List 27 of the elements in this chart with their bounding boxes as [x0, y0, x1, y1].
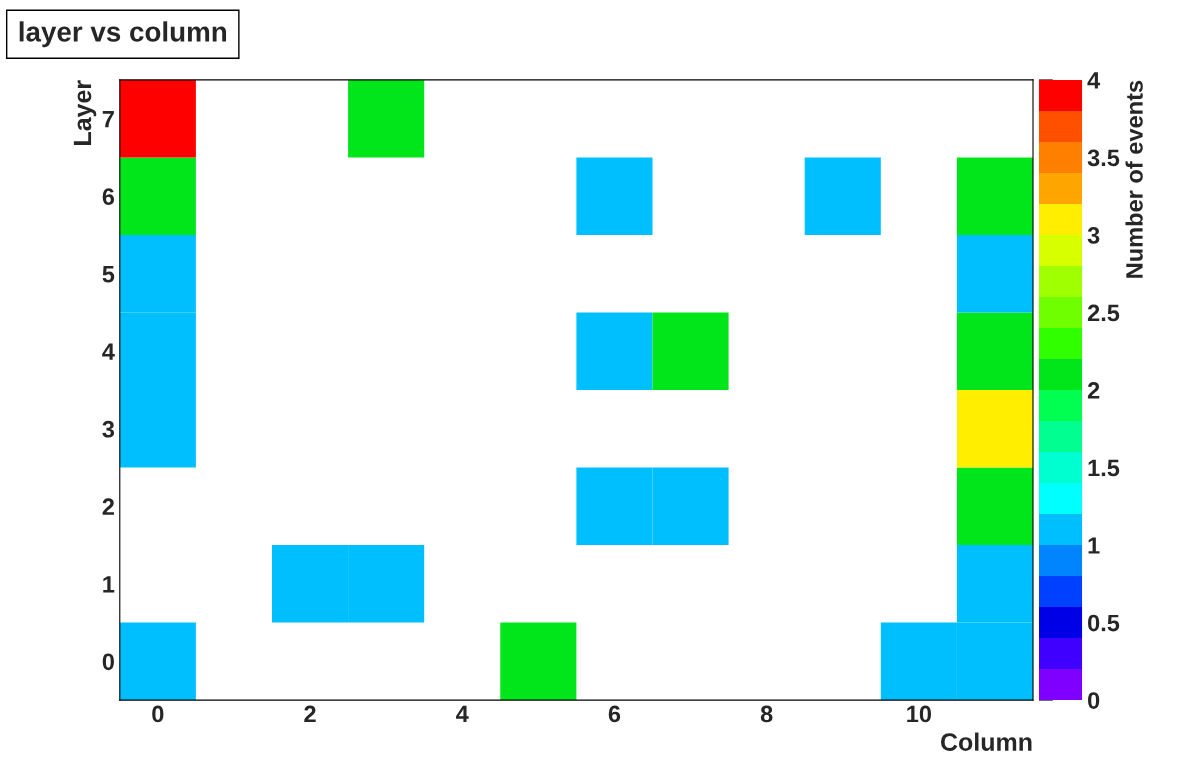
y-tick-label: 7 — [102, 110, 114, 128]
x-tick-label: 2 — [304, 705, 316, 723]
x-tick-label: 4 — [456, 705, 469, 723]
color-bar-label: 0.5 — [1088, 614, 1120, 632]
color-bar-label: 2.5 — [1087, 304, 1120, 322]
y-tick-label: 6 — [102, 188, 115, 205]
x-tick-label: 6 — [608, 705, 621, 723]
color-bar-label: 1 — [1088, 537, 1100, 554]
color-bar-label: 1.5 — [1088, 459, 1120, 477]
x-axis-title: Column — [940, 732, 1032, 751]
color-bar-label: 4 — [1087, 72, 1101, 89]
y-tick-label: 3 — [102, 420, 115, 438]
chart-title: layer vs column — [19, 21, 227, 48]
x-tick-label: 8 — [760, 705, 773, 723]
y-tick-label: 4 — [102, 343, 115, 360]
color-bar-title: Number of events — [1125, 80, 1143, 278]
y-tick-label: 5 — [102, 266, 115, 283]
color-bar-label: 3 — [1087, 227, 1100, 244]
color-bar-label: 3.5 — [1087, 149, 1120, 167]
y-axis-title: Layer — [73, 80, 97, 145]
y-tick-label: 0 — [102, 653, 114, 671]
x-tick-label: 0 — [152, 705, 164, 723]
color-bar-label: 0 — [1088, 692, 1100, 709]
y-tick-label: 2 — [102, 498, 114, 515]
color-bar-label: 2 — [1087, 382, 1100, 399]
x-tick-label: 10 — [907, 705, 932, 723]
y-tick-label: 1 — [103, 576, 115, 593]
